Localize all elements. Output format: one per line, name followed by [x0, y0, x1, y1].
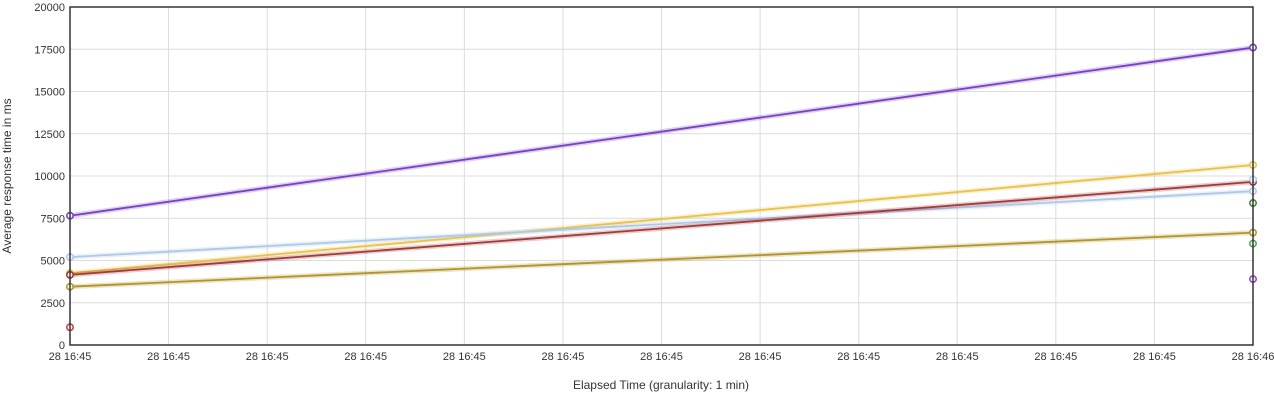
- x-tick-label: 28 16:45: [837, 351, 880, 363]
- y-tick-label: 2500: [41, 298, 65, 310]
- series-line: [69, 164, 1254, 275]
- x-tick-label: 28 16:45: [344, 351, 387, 363]
- x-tick-label: 28 16:45: [936, 351, 979, 363]
- y-tick-label: 10000: [34, 171, 65, 183]
- x-axis-title: Elapsed Time (granularity: 1 min): [573, 378, 749, 392]
- series-line: [69, 181, 1254, 276]
- y-tick-label: 17500: [34, 44, 65, 56]
- plot-frame: [69, 6, 1254, 346]
- x-tick-label: 28 16:45: [1133, 351, 1176, 363]
- x-tick-label: 28 16:45: [443, 351, 486, 363]
- y-tick-label: 12500: [34, 129, 65, 141]
- x-tick-label: 28 16:45: [640, 351, 683, 363]
- y-tick-label: 0: [59, 340, 65, 352]
- y-tick-label: 15000: [34, 87, 65, 99]
- y-tick-label: 5000: [41, 256, 65, 268]
- x-tick-label: 28 16:45: [1034, 351, 1077, 363]
- axis-layer: [69, 6, 1254, 346]
- label-layer: 0 2500 5000 7500 10000 12500 15000 17500 20000 28…: [34, 2, 1274, 363]
- x-tick-label: 28 16:45: [246, 351, 289, 363]
- x-tick-label: 28 16:45: [739, 351, 782, 363]
- series-layer: [66, 43, 1258, 332]
- x-tick-label: 28 16:45: [49, 351, 92, 363]
- y-tick-label: 7500: [41, 213, 65, 225]
- y-tick-label: 20000: [34, 2, 65, 14]
- x-tick-label: 28 16:46: [1232, 351, 1274, 363]
- y-axis-title: Average response time in ms: [0, 98, 14, 253]
- x-tick-label: 28 16:45: [147, 351, 190, 363]
- series-line: [69, 46, 1254, 217]
- x-tick-label: 28 16:45: [542, 351, 585, 363]
- grid-layer: [69, 6, 1254, 346]
- series-line: [69, 190, 1254, 259]
- series-line: [69, 231, 1254, 288]
